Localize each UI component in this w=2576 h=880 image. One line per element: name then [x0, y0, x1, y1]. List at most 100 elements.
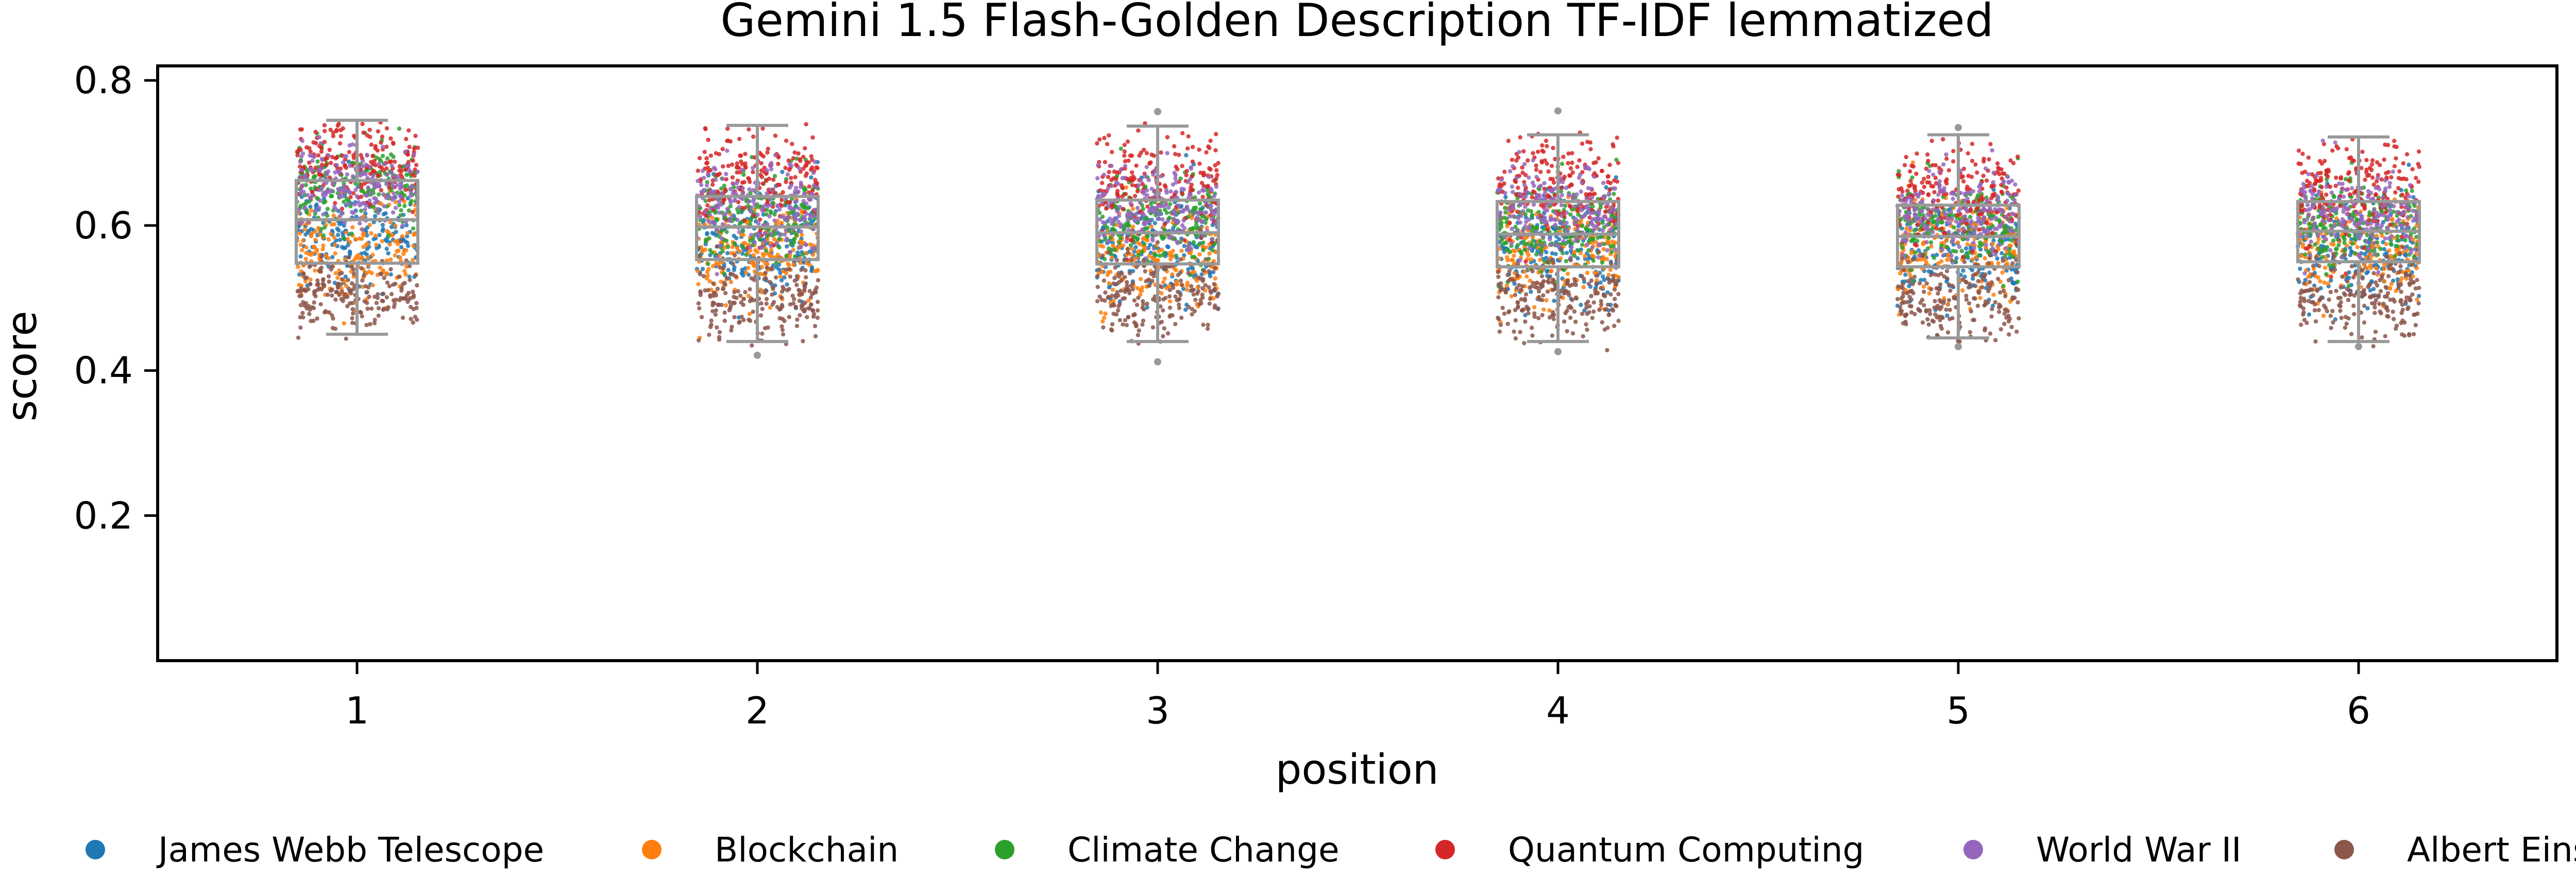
- strip-point: [815, 308, 820, 313]
- strip-point: [1545, 161, 1549, 166]
- strip-point: [325, 206, 330, 211]
- strip-point: [787, 263, 791, 268]
- strip-point: [793, 305, 798, 309]
- strip-point: [1197, 161, 1202, 166]
- strip-point: [386, 194, 391, 198]
- strip-point: [320, 158, 325, 162]
- strip-point: [1170, 211, 1175, 215]
- strip-point: [759, 152, 764, 157]
- strip-point: [698, 218, 703, 222]
- strip-point: [735, 217, 740, 222]
- strip-point: [394, 230, 398, 234]
- strip-point: [304, 275, 309, 280]
- strip-point: [306, 193, 310, 197]
- strip-point: [297, 231, 302, 236]
- strip-point: [740, 180, 745, 185]
- strip-point: [1192, 269, 1196, 274]
- strip-point: [1120, 186, 1125, 191]
- strip-point: [414, 163, 419, 167]
- strip-point: [410, 210, 415, 214]
- strip-point: [803, 268, 808, 273]
- strip-point: [809, 302, 814, 307]
- strip-point: [696, 168, 701, 173]
- strip-point: [327, 310, 332, 315]
- strip-point: [299, 248, 304, 253]
- strip-point: [1591, 227, 1597, 232]
- strip-point: [1123, 192, 1128, 197]
- strip-point: [1210, 248, 1215, 253]
- strip-point: [708, 168, 713, 172]
- strip-point: [351, 267, 356, 272]
- strip-point: [380, 153, 385, 158]
- strip-point: [1582, 277, 1586, 281]
- strip-point: [1189, 165, 1193, 170]
- strip-point: [1142, 307, 1146, 312]
- strip-point: [367, 165, 372, 169]
- strip-point: [313, 229, 317, 234]
- strip-point: [1122, 296, 1127, 301]
- strip-point: [321, 233, 326, 238]
- strip-point: [1130, 170, 1134, 175]
- strip-point: [1527, 225, 1532, 229]
- strip-point: [298, 127, 303, 132]
- strip-point: [775, 305, 780, 309]
- strip-point: [360, 255, 365, 260]
- strip-point: [1591, 223, 1596, 228]
- strip-point: [1987, 270, 1992, 275]
- strip-point: [811, 183, 816, 188]
- strip-point: [707, 213, 713, 217]
- strip-point: [757, 217, 762, 222]
- strip-point: [1101, 278, 1107, 283]
- strip-point: [1201, 322, 1206, 327]
- strip-point: [1100, 253, 1105, 258]
- strip-point: [807, 184, 811, 189]
- strip-point: [1207, 203, 1212, 208]
- strip-point: [360, 314, 364, 319]
- strip-point: [1174, 268, 1178, 272]
- strip-point: [1116, 304, 1121, 308]
- strip-point: [1212, 194, 1216, 199]
- strip-point: [734, 296, 739, 300]
- strip-point: [300, 151, 306, 156]
- strip-point: [351, 287, 356, 291]
- strip-point: [804, 122, 808, 127]
- strip-series-albert-einstein: [295, 235, 419, 341]
- strip-point: [1579, 208, 1584, 213]
- strip-point: [1601, 247, 1606, 252]
- strip-point: [774, 221, 778, 226]
- strip-point: [722, 280, 727, 285]
- strip-point: [1523, 204, 1528, 209]
- strip-point: [324, 253, 328, 258]
- strip-point: [379, 188, 384, 193]
- strip-point: [1106, 186, 1110, 192]
- strip-point: [307, 265, 312, 269]
- strip-point: [395, 249, 399, 254]
- strip-point: [1200, 195, 1205, 199]
- strip-point: [1170, 234, 1175, 239]
- strip-point: [705, 203, 710, 208]
- strip-point: [1213, 276, 1217, 281]
- strip-point: [1551, 187, 1556, 192]
- strip-point: [744, 270, 749, 275]
- strip-point: [811, 252, 816, 257]
- strip-point: [319, 254, 324, 259]
- strip-point: [810, 165, 815, 170]
- strip-point: [1519, 251, 1524, 256]
- strip-point: [1181, 208, 1186, 213]
- strip-point: [1549, 243, 1554, 247]
- strip-point: [1128, 176, 1133, 181]
- strip-point: [1518, 220, 1522, 225]
- strip-point: [720, 249, 725, 254]
- strip-point: [812, 214, 817, 218]
- strip-point: [1112, 275, 1117, 281]
- strip-point: [1584, 322, 1588, 327]
- strip-point: [737, 249, 742, 254]
- strip-point: [1111, 281, 1116, 286]
- strip-point: [752, 240, 757, 245]
- strip-point: [1130, 206, 1136, 211]
- strip-point: [720, 147, 725, 151]
- strip-point: [362, 273, 366, 278]
- strip-point: [411, 320, 415, 325]
- strip-point: [395, 174, 399, 179]
- strip-point: [1608, 292, 1613, 297]
